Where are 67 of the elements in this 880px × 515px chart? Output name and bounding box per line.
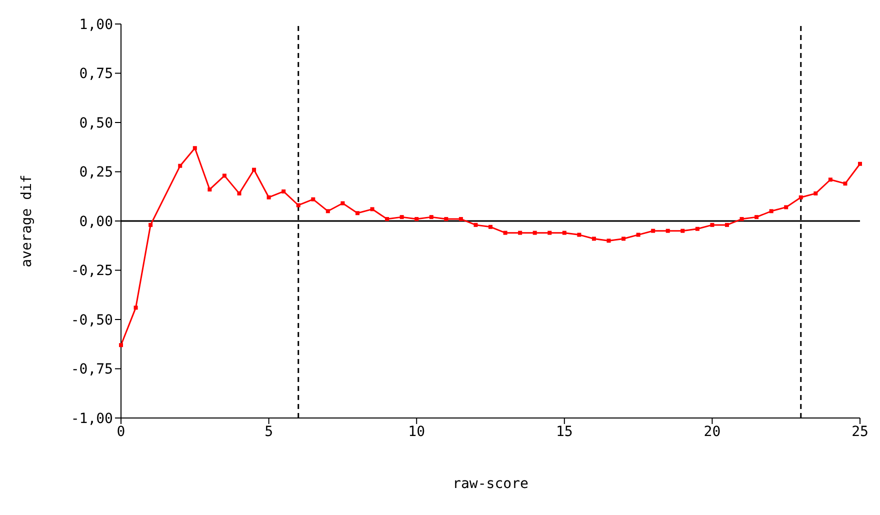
point [666,228,670,233]
point [474,222,478,227]
point [488,224,492,229]
y-tick-label: 0,25 [79,164,113,181]
point [695,226,700,231]
point [532,230,537,235]
point [858,162,862,166]
point [222,174,226,178]
point [400,215,404,220]
x-tick-label: 0 [116,424,126,440]
point [740,217,744,222]
point [710,222,714,227]
point [518,230,522,235]
point [606,238,611,243]
y-tick-label: -0,75 [70,362,113,378]
point [843,182,848,186]
point [577,232,582,237]
point [548,230,552,235]
point [252,168,256,172]
point [592,236,596,241]
point [311,197,316,202]
point [148,222,153,227]
point [754,215,759,220]
point [828,178,832,182]
point [266,195,271,200]
y-tick-label: -1,00 [70,410,113,427]
point [458,217,463,222]
point [414,217,419,222]
y-tick-label: 0,00 [79,214,113,230]
y-axis-title: average dif [18,174,35,268]
point [769,209,774,214]
x-axis-title: raw-score [452,476,528,492]
point [503,230,508,235]
point [119,343,123,348]
point [444,217,448,222]
x-tick-label: 15 [556,424,573,440]
point [680,228,685,233]
point [814,191,818,196]
point [178,164,182,168]
point [385,217,390,222]
point [296,203,300,208]
point [192,146,197,150]
point [724,222,729,227]
point [429,215,434,220]
x-tick-label: 20 [704,424,721,440]
point [370,207,374,212]
point [651,228,656,233]
x-tick-label: 5 [264,424,274,440]
point [355,211,360,216]
point [798,195,803,200]
y-tick-label: 0,75 [79,66,113,82]
x-tick-label: 25 [852,424,868,440]
point [622,236,626,241]
point [636,232,640,237]
point [134,306,138,310]
y-tick-label: 1,00 [79,16,113,33]
point [340,201,345,206]
y-tick-label: -0,25 [70,263,113,280]
point [326,209,330,214]
x-tick-label: 10 [408,424,426,440]
point [237,191,242,196]
point [282,189,286,194]
point [208,187,212,192]
point [562,230,566,235]
y-tick-label: -0,50 [70,312,113,328]
point [784,205,788,210]
y-tick-label: 0,50 [79,115,113,132]
